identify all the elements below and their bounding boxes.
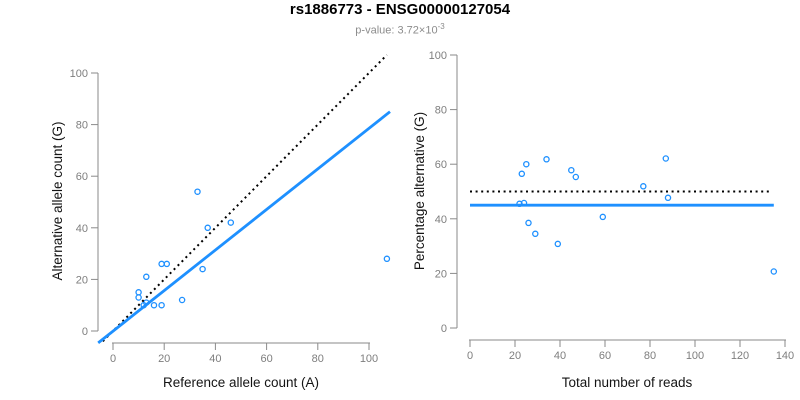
right-panel-marks: 0 20 40 60 80 100 120 140 0 20 40 60 80 100 [429,50,795,362]
y-tick-label: 80 [435,105,447,117]
y-tick-label: 100 [70,68,88,80]
data-point [554,240,562,248]
y-tick-label: 20 [76,274,88,286]
p-value-exponent: -3 [437,22,445,31]
left-x-axis-title: Reference allele count (A) [163,375,319,390]
right-x-axis-title: Total number of reads [562,375,693,390]
data-point [158,260,165,268]
x-tick-label: 20 [158,353,170,365]
y-tick-label: 60 [76,171,88,183]
data-point [143,273,150,281]
data-point [523,160,530,168]
data-point [135,294,142,301]
data-point [572,173,580,181]
x-tick-label: 40 [209,353,221,365]
data-point [664,194,672,202]
y-tick-label: 20 [435,268,447,280]
data-point [543,156,550,163]
x-tick-label: 100 [360,353,378,365]
x-tick-label: 60 [260,353,272,365]
data-point [199,265,206,273]
identity-line [102,54,388,343]
data-point [599,213,607,221]
p-value-text: p-value: 3.72×10 [355,24,438,37]
y-tick-label: 80 [76,120,88,132]
data-point [568,166,575,174]
x-tick-label: 140 [776,350,794,362]
data-point [662,155,670,162]
data-point [383,255,391,263]
data-point [150,301,158,309]
x-tick-label: 40 [554,350,566,362]
y-tick-label: 0 [82,326,88,338]
regression-line [97,110,391,344]
y-tick-label: 40 [435,214,447,226]
right-scatter-panel: 0 20 40 60 80 100 120 140 0 20 40 60 80 100 Total num… [412,50,794,390]
data-point [194,188,201,195]
y-tick-label: 100 [429,50,447,62]
data-point [532,230,539,238]
left-panel-marks: 0 20 40 60 80 100 0 20 40 60 80 100 [70,54,391,365]
y-tick-label: 60 [435,159,447,171]
data-point [770,268,778,275]
data-point [178,296,186,304]
data-point [227,219,235,226]
left-y-axis-title: Alternative allele count (G) [50,121,65,280]
x-tick-label: 0 [110,353,116,365]
data-point [204,224,211,232]
right-y-axis-title: Percentage alternative (G) [412,112,427,270]
data-point [135,289,142,296]
y-tick-label: 0 [441,323,447,335]
data-point [158,301,165,309]
data-point [518,170,526,178]
left-scatter-panel: 0 20 40 60 80 100 0 20 40 60 80 100 Reference allel… [50,54,391,390]
x-tick-label: 0 [467,350,473,362]
x-tick-label: 120 [731,350,749,362]
x-tick-label: 80 [312,353,324,365]
p-value-label: p-value: 3.72×10-3 [0,22,800,37]
x-tick-label: 80 [644,350,656,362]
data-point [525,219,532,227]
y-tick-label: 40 [76,223,88,235]
x-tick-label: 20 [509,350,521,362]
data-point [163,260,171,268]
x-tick-label: 60 [599,350,611,362]
plot-title: rs1886773 - ENSG00000127054 [289,1,511,18]
x-tick-label: 100 [686,350,704,362]
data-point [640,183,647,190]
